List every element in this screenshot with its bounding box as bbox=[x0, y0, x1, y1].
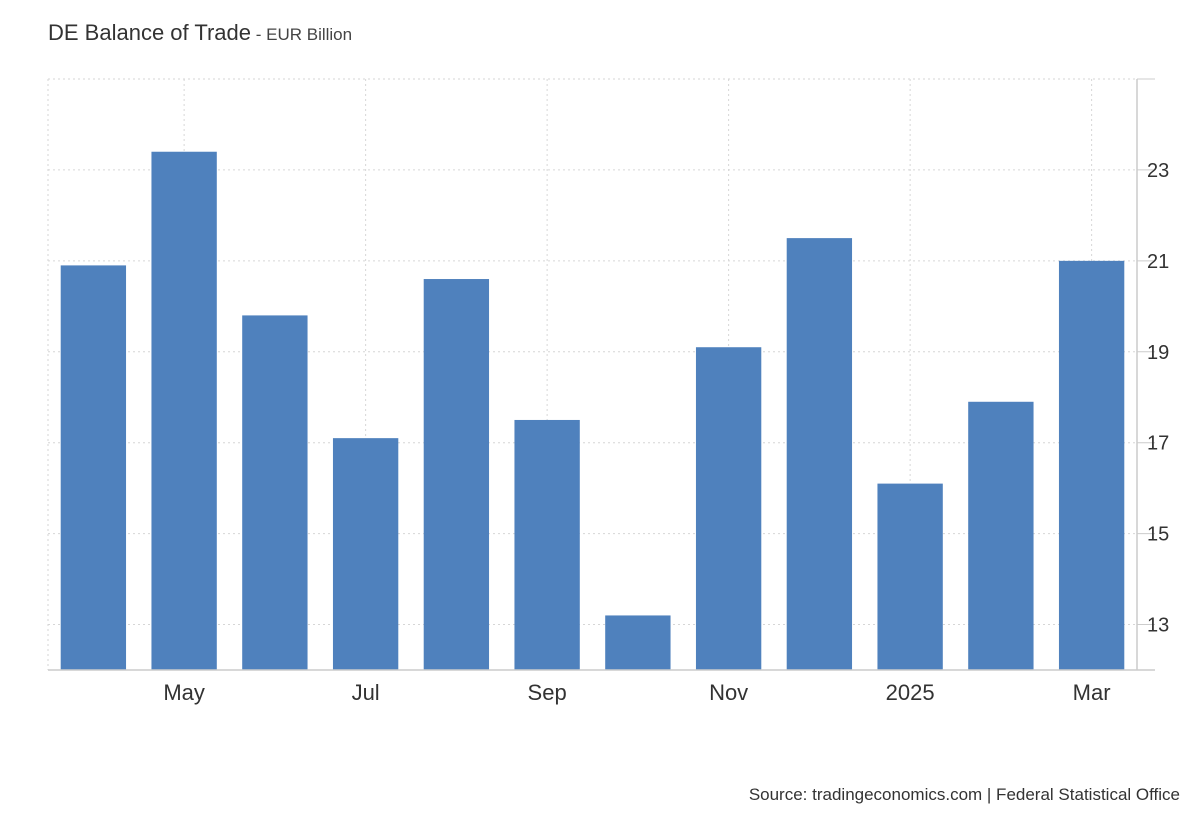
bar-feb bbox=[968, 401, 1034, 670]
y-tick-label: 23 bbox=[1147, 160, 1169, 182]
bar-may bbox=[151, 151, 217, 670]
bar-jun bbox=[242, 315, 308, 670]
title-separator: - bbox=[251, 25, 267, 44]
bar-mar bbox=[1058, 260, 1125, 670]
source-attribution: Source: tradingeconomics.com | Federal S… bbox=[748, 785, 1180, 804]
chart-subtitle: EUR Billion bbox=[266, 25, 353, 44]
bar-aug bbox=[423, 279, 490, 670]
y-tick-label: 17 bbox=[1147, 433, 1169, 455]
x-tick-label: Mar bbox=[1073, 680, 1111, 705]
x-tick-label: Jul bbox=[352, 680, 380, 705]
y-tick-label: 13 bbox=[1147, 615, 1169, 637]
bar-apr bbox=[60, 265, 127, 670]
bar-nov bbox=[695, 347, 762, 670]
x-tick-label: Sep bbox=[528, 680, 567, 705]
bar-dec bbox=[786, 238, 853, 670]
x-tick-label: 2025 bbox=[886, 680, 935, 705]
y-tick-label: 19 bbox=[1147, 342, 1169, 364]
chart-title-block: DE Balance of Trade - EUR Billion bbox=[48, 20, 352, 46]
bar-sep bbox=[514, 419, 580, 670]
bar-2025 bbox=[877, 483, 943, 670]
bar-jul bbox=[332, 438, 399, 670]
x-tick-label: Nov bbox=[709, 680, 748, 705]
y-tick-label: 21 bbox=[1147, 251, 1169, 273]
chart-title: DE Balance of Trade bbox=[48, 20, 252, 45]
y-tick-label: 15 bbox=[1147, 524, 1169, 546]
x-tick-label: May bbox=[163, 680, 205, 705]
bar-oct bbox=[605, 615, 671, 670]
